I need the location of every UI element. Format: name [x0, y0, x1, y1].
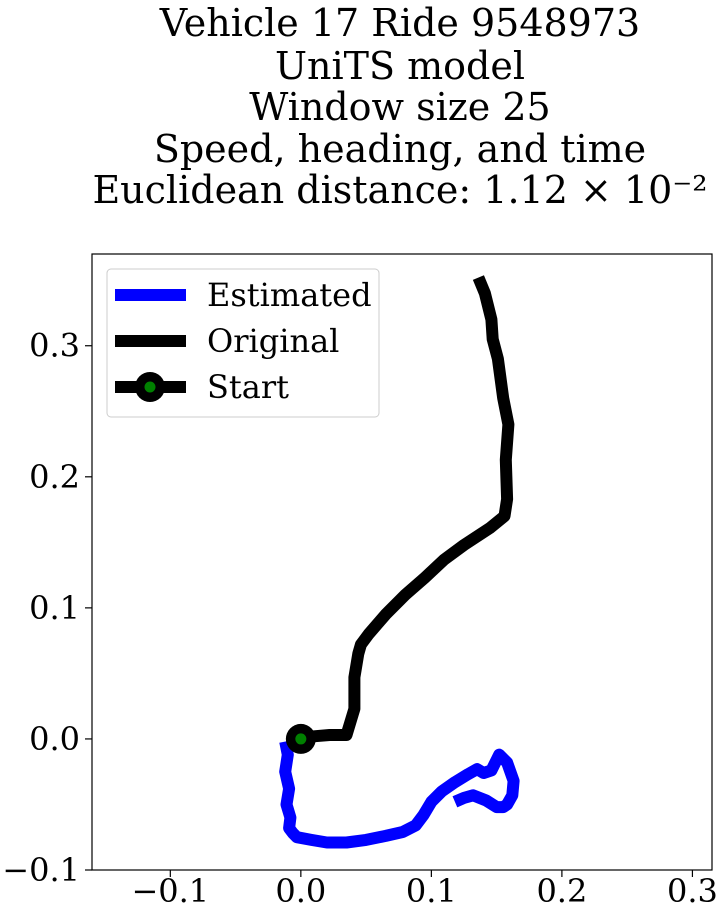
series-line-estimated: [279, 740, 520, 849]
title-line: UniTS model: [275, 44, 525, 88]
legend-label: Start: [207, 368, 289, 406]
y-tick-label: 0.2: [29, 458, 80, 496]
x-tick-label: 0.0: [275, 872, 326, 910]
y-tick-label: 0.1: [29, 589, 80, 627]
x-tick-label: 0.1: [406, 872, 457, 910]
legend-label: Estimated: [207, 276, 372, 314]
title-line: Vehicle 17 Ride 9548973: [159, 1, 640, 45]
y-tick-label: −0.1: [2, 851, 80, 889]
start-marker-center: [295, 733, 307, 745]
series-line-original: [299, 275, 515, 745]
x-tick-label: 0.2: [536, 872, 587, 910]
x-tick-label: −0.1: [131, 872, 209, 910]
y-tick-label: 0.3: [29, 327, 80, 365]
legend: Estimated Original Start: [106, 268, 380, 418]
title-line: Speed, heading, and time: [154, 127, 646, 171]
series-lines: [279, 275, 520, 849]
y-tick-label: 0.0: [29, 720, 80, 758]
axis-ticks: −0.1 0.0 0.1 0.2 0.3 −0.1 0.0 0.1 0.2 0.3: [2, 327, 718, 910]
title-line: Euclidean distance: 1.12 × 10⁻²: [92, 168, 707, 212]
x-tick-label: 0.3: [667, 872, 718, 910]
title-line: Window size 25: [249, 85, 550, 129]
legend-box: [106, 268, 380, 418]
legend-label: Original: [207, 322, 339, 360]
legend-start-marker-center: [144, 381, 156, 393]
